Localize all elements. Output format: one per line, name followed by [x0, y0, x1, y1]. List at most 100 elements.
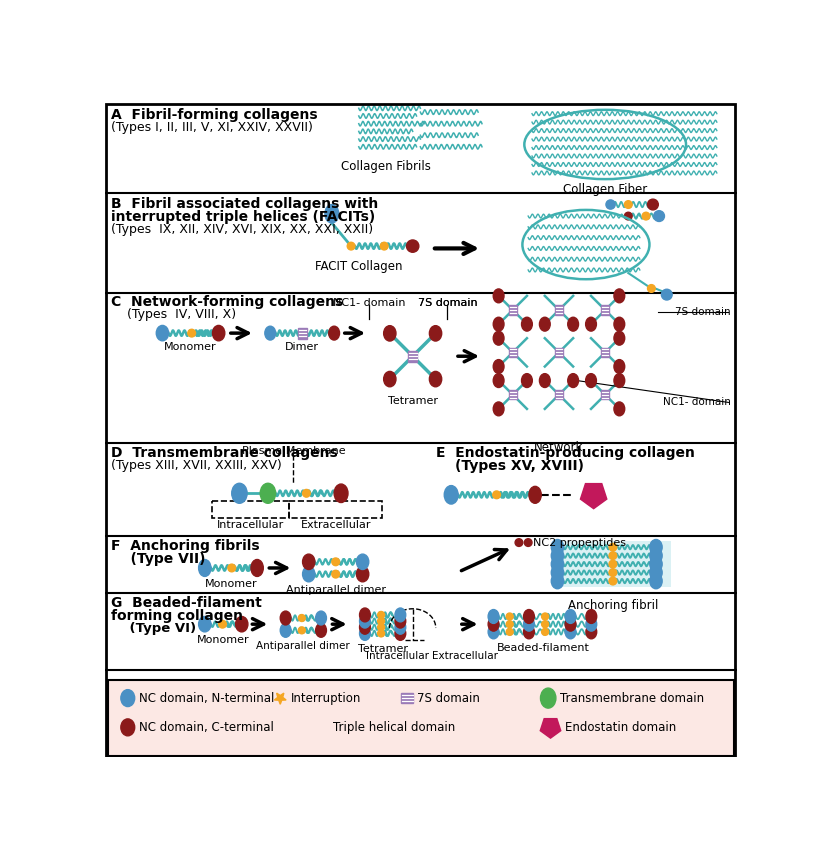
Circle shape: [542, 620, 548, 628]
Ellipse shape: [199, 616, 211, 632]
Ellipse shape: [521, 374, 532, 387]
Circle shape: [606, 200, 615, 209]
Text: Intracellular: Intracellular: [366, 651, 429, 661]
Circle shape: [542, 613, 548, 620]
Ellipse shape: [551, 557, 563, 572]
Bar: [555, 306, 563, 315]
Ellipse shape: [232, 483, 247, 503]
Ellipse shape: [280, 611, 291, 625]
Ellipse shape: [303, 567, 315, 582]
Ellipse shape: [650, 574, 663, 589]
Ellipse shape: [586, 609, 597, 624]
Text: 7S domain: 7S domain: [417, 692, 480, 705]
Ellipse shape: [260, 483, 276, 503]
Circle shape: [332, 558, 340, 566]
Polygon shape: [580, 483, 607, 509]
Ellipse shape: [650, 557, 663, 572]
Text: NC1- domain: NC1- domain: [333, 299, 405, 308]
Ellipse shape: [315, 611, 327, 625]
Ellipse shape: [213, 325, 225, 340]
Bar: [298, 328, 307, 339]
Text: D  Transmembrane collagens: D Transmembrane collagens: [111, 446, 337, 460]
Text: A  Fibril-forming collagens: A Fibril-forming collagens: [111, 107, 318, 122]
Ellipse shape: [614, 374, 625, 387]
Circle shape: [642, 212, 650, 220]
Ellipse shape: [395, 614, 406, 628]
Circle shape: [347, 243, 355, 250]
Ellipse shape: [429, 326, 442, 341]
Text: E  Endostatin-producing collagen: E Endostatin-producing collagen: [436, 446, 695, 460]
Ellipse shape: [493, 360, 504, 374]
Ellipse shape: [540, 688, 556, 708]
Circle shape: [298, 614, 305, 621]
Circle shape: [609, 568, 617, 576]
Ellipse shape: [493, 374, 504, 387]
Text: Monomer: Monomer: [204, 579, 257, 589]
Ellipse shape: [488, 617, 499, 631]
Bar: [555, 390, 563, 399]
Bar: [509, 306, 516, 315]
Circle shape: [625, 201, 632, 208]
Ellipse shape: [328, 326, 340, 340]
Text: Extracellular: Extracellular: [432, 651, 498, 661]
Circle shape: [380, 243, 388, 250]
Text: (Types  IX, XII, XIV, XVI, XIX, XX, XXI, XXII): (Types IX, XII, XIV, XVI, XIX, XX, XXI, …: [111, 223, 373, 236]
Text: Interruption: Interruption: [291, 692, 361, 705]
Text: Network: Network: [534, 441, 584, 454]
Circle shape: [378, 630, 384, 637]
Ellipse shape: [585, 374, 596, 387]
Circle shape: [662, 289, 672, 300]
Circle shape: [406, 240, 419, 252]
Bar: [555, 348, 563, 357]
Text: (Types I, II, III, V, XI, XXIV, XXVII): (Types I, II, III, V, XI, XXIV, XXVII): [111, 121, 313, 134]
FancyBboxPatch shape: [108, 680, 734, 756]
Ellipse shape: [493, 289, 504, 303]
Ellipse shape: [488, 609, 499, 624]
Text: Antiparallel dimer: Antiparallel dimer: [286, 585, 386, 595]
Text: Monomer: Monomer: [197, 635, 250, 645]
Text: NC2 propeptides: NC2 propeptides: [533, 538, 626, 547]
Circle shape: [609, 543, 617, 551]
Ellipse shape: [565, 625, 576, 639]
Ellipse shape: [586, 625, 597, 639]
Ellipse shape: [360, 620, 370, 634]
Text: 7S domain: 7S domain: [418, 299, 477, 308]
Text: F  Anchoring fibrils: F Anchoring fibrils: [111, 539, 259, 552]
Ellipse shape: [568, 317, 579, 331]
Text: 7S domain: 7S domain: [418, 299, 477, 308]
Ellipse shape: [493, 331, 504, 346]
Ellipse shape: [488, 625, 499, 639]
Ellipse shape: [395, 620, 406, 634]
Ellipse shape: [529, 487, 541, 503]
Text: B  Fibril associated collagens with: B Fibril associated collagens with: [111, 197, 378, 211]
Ellipse shape: [551, 565, 563, 580]
Circle shape: [609, 551, 617, 559]
Ellipse shape: [315, 624, 327, 637]
Text: Tetramer: Tetramer: [388, 397, 438, 406]
Circle shape: [218, 620, 227, 628]
Ellipse shape: [614, 402, 625, 416]
Ellipse shape: [565, 617, 576, 631]
Circle shape: [625, 212, 632, 220]
Bar: [601, 306, 609, 315]
Circle shape: [228, 564, 236, 572]
Ellipse shape: [524, 609, 534, 624]
Ellipse shape: [585, 317, 596, 331]
Circle shape: [298, 627, 305, 634]
Ellipse shape: [383, 326, 396, 341]
Text: Plasma Membrane: Plasma Membrane: [241, 446, 345, 456]
Text: Dimer: Dimer: [285, 342, 319, 352]
Ellipse shape: [539, 374, 550, 387]
Text: Monomer: Monomer: [164, 342, 217, 352]
Ellipse shape: [551, 574, 563, 589]
Ellipse shape: [121, 689, 135, 706]
Ellipse shape: [493, 317, 504, 331]
Text: Transmembrane domain: Transmembrane domain: [560, 692, 704, 705]
Bar: [601, 390, 609, 399]
Circle shape: [332, 570, 340, 578]
Text: (Types XIII, XVII, XXIII, XXV): (Types XIII, XVII, XXIII, XXV): [111, 460, 282, 472]
Ellipse shape: [524, 625, 534, 639]
Circle shape: [648, 199, 658, 210]
Ellipse shape: [356, 567, 369, 582]
Text: (Type VI): (Type VI): [111, 622, 196, 635]
